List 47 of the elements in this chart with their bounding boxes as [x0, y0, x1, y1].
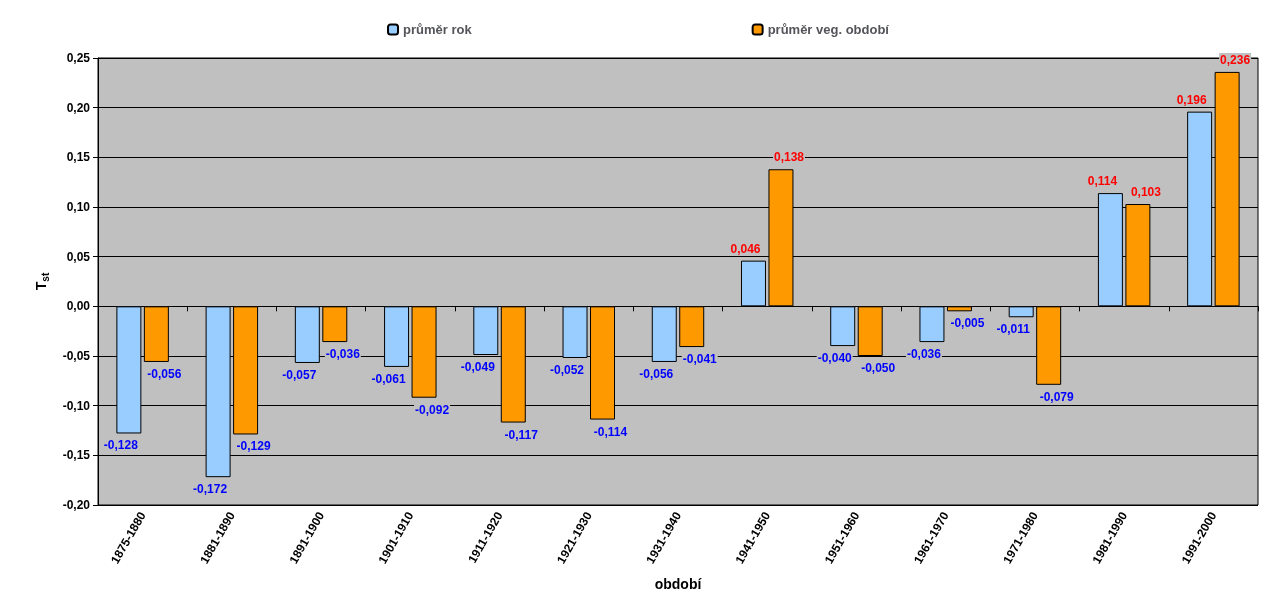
data-label: -0,011: [996, 322, 1031, 337]
bar: [679, 306, 705, 348]
legend-label: průměr veg. období: [767, 22, 890, 37]
data-label: -0,040: [817, 351, 853, 366]
data-label: -0,117: [504, 427, 539, 442]
data-label: -0,079: [1039, 389, 1074, 404]
y-tick-label: -0,10: [62, 398, 91, 413]
y-axis-title: Tst: [33, 272, 51, 291]
data-label: -0,128: [103, 438, 139, 453]
data-label: 0,236: [1220, 52, 1251, 67]
data-label: -0,057: [282, 367, 317, 382]
y-tick-label: -0,15: [62, 448, 91, 463]
data-label: 0,138: [773, 150, 805, 165]
data-label: -0,056: [147, 366, 182, 381]
y-tick-label: 0,25: [66, 51, 91, 65]
data-label: -0,041: [682, 352, 718, 367]
bar: [741, 260, 766, 307]
data-label: -0,052: [550, 362, 585, 377]
data-label: -0,092: [415, 402, 450, 417]
data-label: -0,056: [639, 366, 674, 381]
data-label: 0,103: [1130, 185, 1162, 200]
bar: [1008, 306, 1034, 318]
legend-label: průměr rok: [403, 22, 473, 37]
x-axis-title: období: [654, 576, 703, 592]
data-label: -0,036: [325, 347, 361, 362]
bar: [830, 306, 856, 347]
data-label: -0,114: [593, 424, 628, 439]
y-tick-label: 0,10: [66, 200, 91, 214]
y-tick-label: 0,05: [66, 249, 91, 264]
y-tick-label: 0,00: [66, 299, 91, 314]
y-tick-label: 0,15: [66, 150, 91, 165]
data-label: 0,196: [1176, 92, 1207, 107]
y-tick-label: 0,20: [66, 100, 91, 115]
data-label: -0,049: [460, 360, 496, 375]
y-tick-label: -0,20: [62, 498, 91, 512]
data-label: -0,172: [193, 482, 228, 497]
bar: [946, 306, 972, 312]
y-tick-label: -0,05: [62, 349, 91, 363]
bar: [919, 306, 945, 343]
bar: [322, 306, 348, 343]
data-label: -0,061: [371, 371, 406, 386]
data-label: -0,129: [236, 439, 271, 454]
data-label: -0,036: [906, 347, 942, 362]
data-label: -0,050: [861, 361, 896, 375]
data-label: 0,046: [730, 241, 761, 256]
data-label: -0,005: [950, 316, 985, 331]
data-label: 0,114: [1087, 174, 1118, 189]
